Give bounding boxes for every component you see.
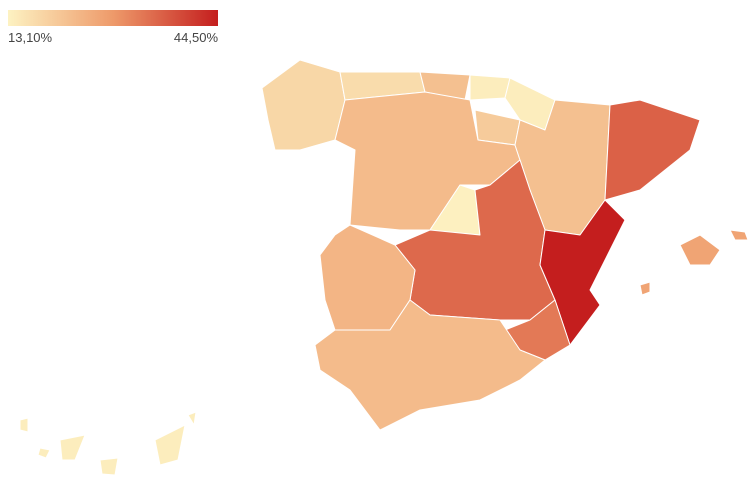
legend-gradient <box>8 10 218 26</box>
region <box>261 59 346 151</box>
region <box>539 199 626 346</box>
region <box>639 229 749 296</box>
region <box>19 411 197 476</box>
legend-min-label: 13,10% <box>8 30 53 45</box>
region <box>334 91 521 231</box>
region <box>604 99 701 201</box>
legend-max-label: 44,50% <box>174 30 219 45</box>
region <box>469 74 511 101</box>
region <box>474 109 521 146</box>
region <box>314 299 546 431</box>
regions <box>19 59 749 476</box>
